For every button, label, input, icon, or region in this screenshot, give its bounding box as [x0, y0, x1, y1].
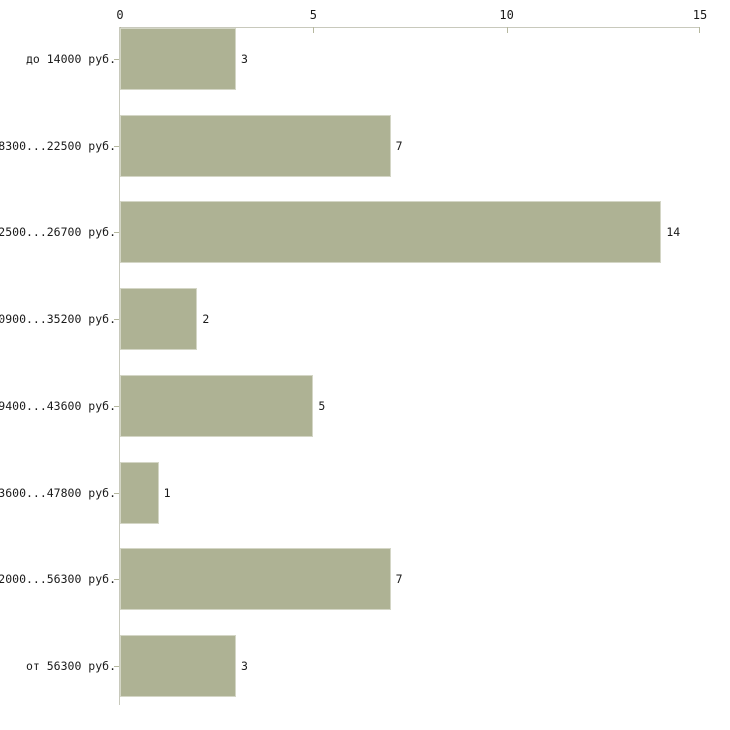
x-axis-line [120, 27, 700, 28]
y-axis-tick [114, 145, 119, 147]
x-axis-tick-label: 10 [499, 8, 514, 22]
bar-value-label: 1 [163, 485, 171, 500]
x-axis-tick [313, 27, 315, 33]
category-label: 30900...35200 руб. [0, 312, 116, 327]
x-axis-tick-label: 0 [116, 8, 124, 22]
y-axis-tick [114, 405, 119, 407]
category-label: 18300...22500 руб. [0, 138, 116, 153]
y-axis-tick [114, 59, 119, 60]
bar-value-label: 7 [395, 138, 403, 153]
bar-value-label: 3 [241, 658, 248, 673]
bar[interactable] [120, 374, 314, 437]
bar-value-label: 5 [318, 398, 326, 413]
y-axis-tick [114, 319, 119, 321]
category-label: до 14000 руб. [25, 52, 116, 66]
bar-value-label: 3 [241, 52, 248, 66]
bar-value-label: 2 [202, 312, 210, 327]
bar[interactable] [120, 634, 236, 697]
x-axis-tick-label: 5 [309, 8, 317, 22]
category-label: 39400...43600 руб. [0, 398, 116, 413]
bar[interactable] [120, 548, 391, 611]
y-axis-tick [114, 579, 119, 581]
bar-value-label: 14 [666, 225, 681, 240]
bar[interactable] [120, 461, 159, 524]
category-label: от 56300 руб. [25, 658, 116, 673]
y-axis-tick [114, 665, 119, 667]
category-label: 22500...26700 руб. [0, 225, 116, 240]
x-axis-tick [506, 27, 508, 33]
category-label: 52000...56300 руб. [0, 572, 116, 587]
y-axis-tick [114, 232, 119, 234]
bar[interactable] [120, 114, 391, 177]
bar[interactable] [120, 201, 662, 264]
x-axis-tick-label: 15 [692, 8, 708, 22]
bar-value-label: 7 [395, 572, 403, 587]
y-axis-tick [114, 492, 119, 494]
bar[interactable] [120, 28, 236, 90]
category-label: 43600...47800 руб. [0, 485, 116, 500]
x-axis-tick [699, 27, 700, 33]
y-axis-line [119, 27, 120, 705]
bar[interactable] [120, 288, 198, 351]
